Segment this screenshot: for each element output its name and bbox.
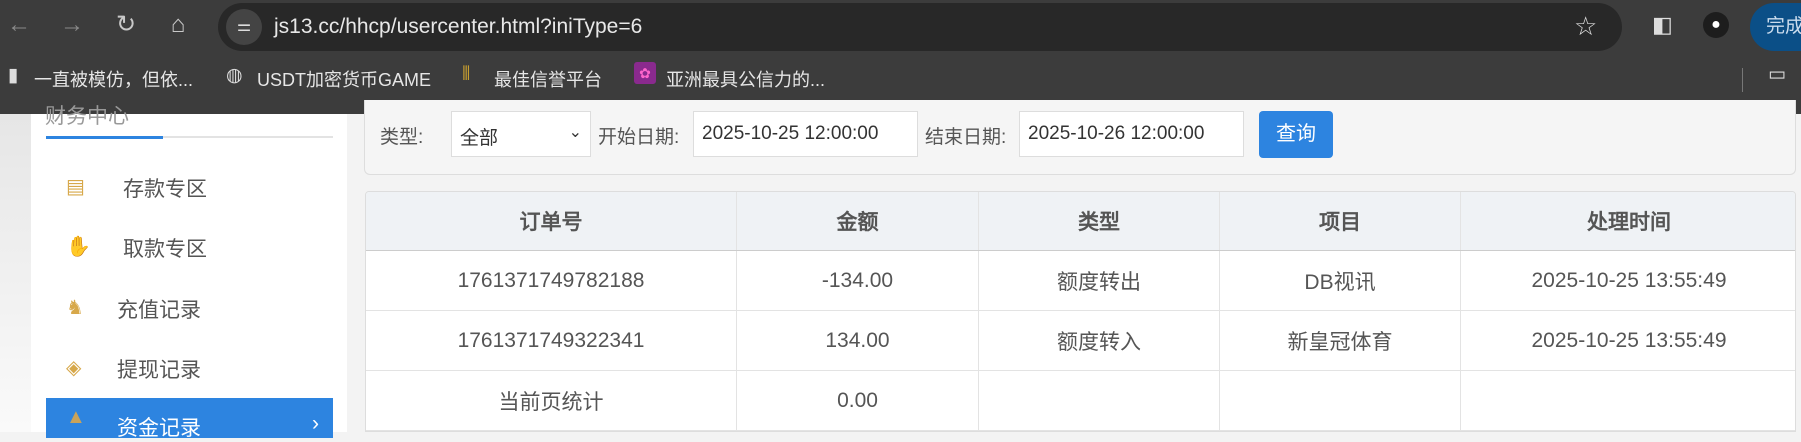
end-date-label: 结束日期:: [925, 127, 1007, 148]
bookmark-1[interactable]: 一直被模仿，但依...: [34, 70, 194, 90]
sidebar-item-withdraw[interactable]: ✋ 取款专区: [66, 236, 207, 261]
site-icon: ⦀: [462, 64, 471, 85]
bookmark-2[interactable]: USDT加密货币GAME: [257, 70, 432, 90]
divider: [1742, 68, 1743, 92]
type-select[interactable]: 全部 ⌄: [451, 111, 591, 157]
bookmark-4[interactable]: 亚洲最具公信力的...: [666, 70, 826, 90]
sidebar-item-funds-records[interactable]: ▲ 资金记录 ›: [46, 398, 333, 440]
chevron-down-icon: ⌄: [568, 124, 582, 141]
home-button[interactable]: ⌂: [170, 11, 186, 38]
bookmark-star-icon[interactable]: ☆: [1574, 11, 1598, 41]
file-icon: ▮: [8, 65, 19, 86]
cell-summary-amount: 0.00: [737, 371, 979, 430]
cell-order-no: 1761371749782188: [366, 251, 737, 310]
side-panel-icon[interactable]: ◧: [1652, 12, 1673, 37]
sidebar-item-recharge-records[interactable]: ♞ 充值记录: [66, 297, 201, 322]
start-date-input[interactable]: 2025-10-25 12:00:00: [693, 111, 918, 157]
funds-table: 订单号 金额 类型 项目 处理时间 1761371749782188 -134.…: [365, 191, 1796, 432]
divider: [46, 136, 333, 138]
sidebar: 财务中心 ▤ 存款专区 ✋ 取款专区 ♞ 充值记录 ◈ 提现记录 ▲ 资金记录 ›: [31, 105, 347, 440]
type-label: 类型:: [380, 127, 424, 148]
cell-empty: [1220, 371, 1461, 430]
page-background: [0, 114, 31, 432]
funds-icon: ▲: [66, 406, 86, 428]
reload-button[interactable]: ↻: [115, 11, 137, 38]
cell-order-no: 1761371749322341: [366, 311, 737, 370]
browser-toolbar: ← → ↻ ⌂ ⚌ js13.cc/hhcp/usercenter.html?i…: [0, 0, 1801, 52]
cell-empty: [979, 371, 1220, 430]
cell-time: 2025-10-25 13:55:49: [1531, 268, 1727, 292]
address-bar[interactable]: ⚌ js13.cc/hhcp/usercenter.html?iniType=6…: [218, 3, 1622, 51]
globe-icon: ◍: [226, 65, 243, 86]
header-item: 项目: [1220, 192, 1461, 250]
cell-time: 2025-10-25 13:55:49: [1531, 328, 1727, 352]
cell-amount: -134.00: [737, 251, 979, 310]
header-amount: 金额: [737, 192, 979, 250]
back-button[interactable]: ←: [7, 11, 31, 38]
done-button[interactable]: 完成: [1750, 3, 1801, 51]
cell-amount: 134.00: [737, 311, 979, 370]
site-icon: ✿: [634, 62, 656, 84]
url-text[interactable]: js13.cc/hhcp/usercenter.html?iniType=6: [274, 15, 643, 38]
type-select-value: 全部: [460, 128, 499, 149]
start-date-label: 开始日期:: [598, 127, 680, 148]
cell-item: DB视讯: [1220, 251, 1461, 310]
table-summary-row: 当前页统计 0.00: [366, 371, 1795, 431]
wallet-icon: ◈: [66, 357, 82, 379]
table-header: 订单号 金额 类型 项目 处理时间: [366, 192, 1795, 251]
cell-type: 额度转出: [979, 251, 1220, 310]
cell-item: 新皇冠体育: [1220, 311, 1461, 370]
withdraw-icon: ✋: [66, 236, 91, 258]
header-time: 处理时间: [1587, 211, 1671, 234]
chevron-right-icon: ›: [312, 412, 319, 435]
header-order-no: 订单号: [366, 192, 737, 250]
end-date-input[interactable]: 2025-10-26 12:00:00: [1019, 111, 1244, 157]
title-underline: [46, 136, 163, 139]
profile-icon[interactable]: ●: [1703, 12, 1729, 38]
cell-summary-label: 当前页统计: [366, 371, 737, 430]
folder-icon[interactable]: ▭: [1768, 64, 1786, 85]
bookmark-3[interactable]: 最佳信誉平台: [494, 70, 602, 90]
table-row: 1761371749322341 134.00 额度转入 新皇冠体育 2025-…: [366, 311, 1795, 371]
site-info-icon[interactable]: ⚌: [226, 9, 262, 45]
cell-empty: [1461, 371, 1795, 430]
sidebar-item-withdraw-records[interactable]: ◈ 提现记录: [66, 357, 201, 382]
cell-type: 额度转入: [979, 311, 1220, 370]
deposit-icon: ▤: [66, 176, 85, 198]
query-button[interactable]: 查询: [1259, 111, 1333, 158]
forward-button[interactable]: →: [60, 11, 84, 38]
header-type: 类型: [979, 192, 1220, 250]
table-row: 1761371749782188 -134.00 额度转出 DB视讯 2025-…: [366, 251, 1795, 311]
money-bag-icon: ♞: [66, 297, 84, 319]
sidebar-item-deposit[interactable]: ▤ 存款专区: [66, 176, 207, 201]
filter-panel: 类型: 全部 ⌄ 开始日期: 2025-10-25 12:00:00 结束日期: …: [364, 100, 1796, 175]
sidebar-title: 财务中心: [45, 105, 129, 128]
